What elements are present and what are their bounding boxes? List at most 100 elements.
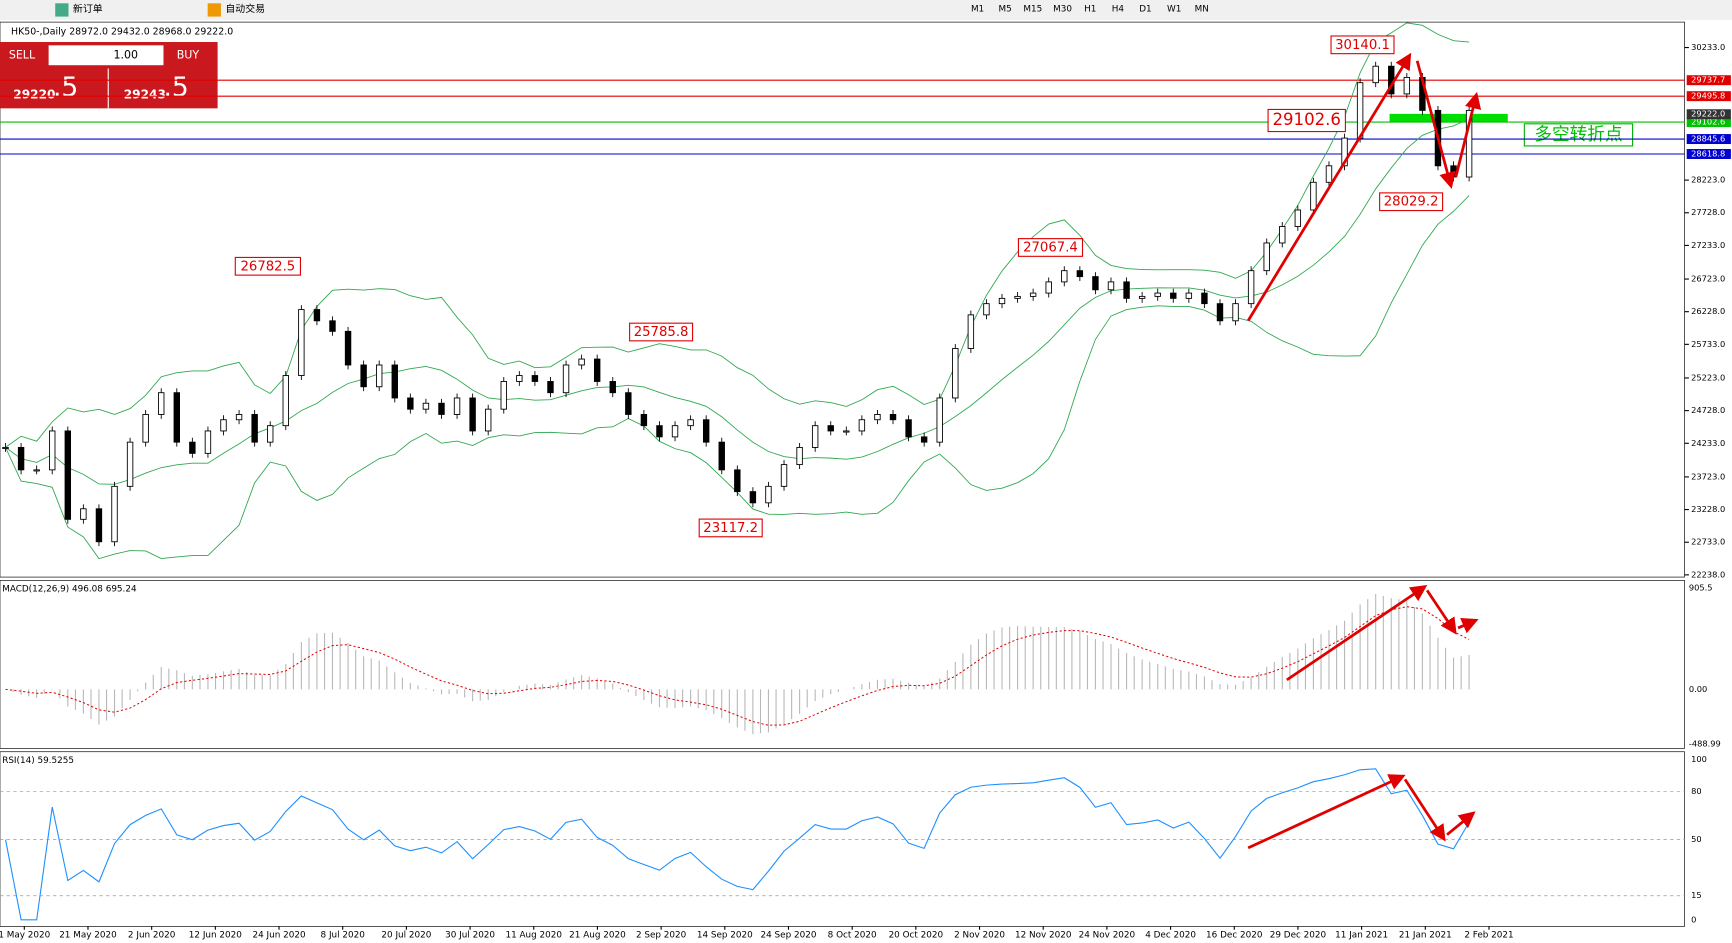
price-tag-label: 28618.8 [1691, 149, 1725, 159]
x-tick-label: 16 Dec 2020 [1206, 931, 1263, 941]
candle [500, 381, 507, 410]
annotation-box [698, 518, 763, 538]
y-tick-label: 25223.0 [1691, 372, 1725, 382]
candle [874, 414, 881, 421]
sell-button[interactable]: SELL [9, 48, 36, 61]
candle [625, 392, 632, 415]
price-tag-label: 29737.7 [1691, 75, 1725, 85]
candle [344, 330, 352, 366]
toolbar-items: 新订单 自动交易 [55, 2, 265, 17]
bid-frac[interactable]: .5 [53, 72, 78, 103]
auto-trading[interactable]: 自动交易 [225, 2, 265, 15]
x-tick-label: 20 Jul 2020 [381, 931, 431, 941]
candle [609, 381, 616, 394]
candle [531, 375, 539, 382]
candle [640, 414, 648, 427]
x-tick-label: 24 Nov 2020 [1079, 931, 1136, 941]
icon[interactable] [55, 3, 69, 17]
x-tick-label: 21 Jan 2021 [1399, 931, 1452, 941]
timeframe[interactable]: D1 [1139, 4, 1151, 14]
main-panel [0, 21, 1685, 578]
candle [251, 414, 258, 443]
candle [593, 358, 601, 382]
bid-price[interactable]: 29220 [13, 88, 55, 102]
macd-tick-label: 905.5 [1689, 583, 1713, 593]
x-tick-label: 11 Aug 2020 [505, 931, 562, 941]
candle [1232, 303, 1239, 322]
candle [1076, 270, 1084, 278]
lot-field[interactable] [48, 45, 164, 66]
price-tag [1686, 149, 1731, 159]
candle [920, 436, 928, 443]
candle [1216, 303, 1224, 322]
rsi-line [4, 768, 1470, 921]
price-tag [1686, 134, 1731, 145]
new-order[interactable]: 新订单 [73, 2, 103, 15]
annotation-box [629, 322, 694, 342]
x-tick-label: 20 Oct 2020 [889, 931, 944, 941]
candle [734, 469, 741, 493]
x-tick-label: 4 Dec 2020 [1145, 931, 1196, 941]
candle [1170, 292, 1177, 299]
annotation-box [1267, 108, 1346, 133]
x-tick-label: 29 Dec 2020 [1270, 931, 1327, 941]
candle [562, 364, 570, 394]
candle [780, 464, 788, 487]
candle [749, 491, 757, 504]
candle [1154, 292, 1161, 297]
ask-price[interactable]: 29243 [124, 88, 166, 102]
rsi-tick-label: 50 [1691, 834, 1702, 844]
y-tick-label: 25733.0 [1691, 339, 1725, 349]
candle [858, 419, 866, 432]
timeframe[interactable]: W1 [1167, 4, 1181, 14]
candle [189, 441, 196, 454]
price-tag [1686, 117, 1731, 128]
timeframe[interactable]: M1 [971, 4, 984, 14]
rsi-title: RSI(14) 59.5255 [2, 756, 74, 766]
candle [936, 397, 943, 443]
timeframe[interactable]: M5 [999, 4, 1012, 14]
x-tick-label: 24 Jun 2020 [252, 931, 305, 941]
x-tick-label: 12 Jun 2020 [189, 931, 242, 941]
annotation-label: 30140.1 [1335, 38, 1390, 53]
candle [111, 485, 118, 543]
x-tick-label: 2 Sep 2020 [636, 931, 687, 941]
timeframe[interactable]: H1 [1084, 4, 1096, 14]
y-tick-label: 22238.0 [1691, 569, 1725, 579]
candle [547, 381, 554, 394]
x-tick-label: 30 Jul 2020 [445, 931, 495, 941]
buy-button[interactable]: BUY [177, 48, 200, 61]
timeframe[interactable]: M30 [1053, 4, 1072, 14]
candle [1465, 109, 1473, 178]
candle [49, 430, 56, 471]
x-tick-label: 21 May 2020 [59, 931, 117, 941]
y-tick-label: 24728.0 [1691, 405, 1725, 415]
candle [702, 419, 710, 443]
candle [376, 364, 383, 388]
candle [516, 375, 523, 382]
candle [1310, 181, 1317, 211]
timeframe[interactable]: M15 [1023, 4, 1042, 14]
y-tick-label: 24233.0 [1691, 438, 1725, 448]
toolbar [0, 0, 1732, 20]
y-tick-label: 26723.0 [1691, 274, 1725, 284]
candle [905, 419, 912, 438]
candle [1107, 281, 1115, 291]
lot-size[interactable]: 1.00 [113, 48, 138, 61]
rsi-tick-label: 15 [1691, 890, 1702, 900]
y-tick-label: 23228.0 [1691, 504, 1725, 514]
candle [967, 314, 975, 349]
annotation-box [1330, 35, 1395, 55]
price-tag [1686, 91, 1731, 102]
icon[interactable] [207, 3, 221, 17]
timeframe[interactable]: H4 [1112, 4, 1125, 14]
arrow [1454, 91, 1482, 178]
timeframe[interactable]: MN [1195, 4, 1209, 14]
arrows [1247, 52, 1482, 850]
candle [267, 425, 274, 443]
ask-frac[interactable]: .5 [163, 72, 188, 103]
candle [95, 508, 103, 543]
candle [1341, 137, 1348, 167]
candle [158, 392, 165, 415]
